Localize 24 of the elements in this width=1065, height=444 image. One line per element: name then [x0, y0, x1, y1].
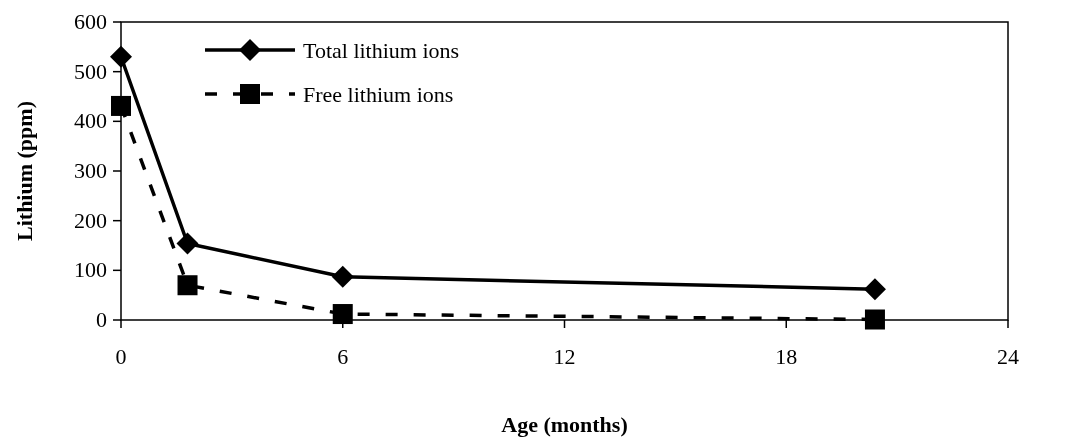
y-tick-label: 0: [96, 307, 107, 332]
x-axis-title: Age (months): [501, 412, 628, 437]
point: [110, 45, 132, 68]
legend-label: Free lithium ions: [303, 82, 454, 107]
point: [331, 265, 354, 288]
y-tick-label: 300: [74, 158, 107, 183]
point: [864, 309, 885, 330]
x-tick-label: 0: [115, 344, 127, 369]
y-tick-label: 400: [74, 108, 107, 134]
point: [863, 278, 886, 301]
y-tick-label: 600: [74, 9, 107, 34]
x-tick-label: 6: [337, 344, 349, 369]
y-tick-label: 500: [74, 58, 107, 84]
x-tick-label: 18: [775, 344, 798, 369]
y-tick-label: 200: [74, 207, 107, 233]
x-tick-label: 12: [553, 344, 576, 369]
point: [332, 304, 353, 325]
x-tick-label: 24: [997, 344, 1019, 369]
y-tick-label: 100: [74, 257, 107, 283]
point: [177, 275, 198, 296]
legend-label: Total lithium ions: [303, 38, 460, 63]
point: [176, 232, 199, 255]
point: [111, 95, 131, 116]
y-axis-title: Lithium (ppm): [12, 101, 37, 241]
